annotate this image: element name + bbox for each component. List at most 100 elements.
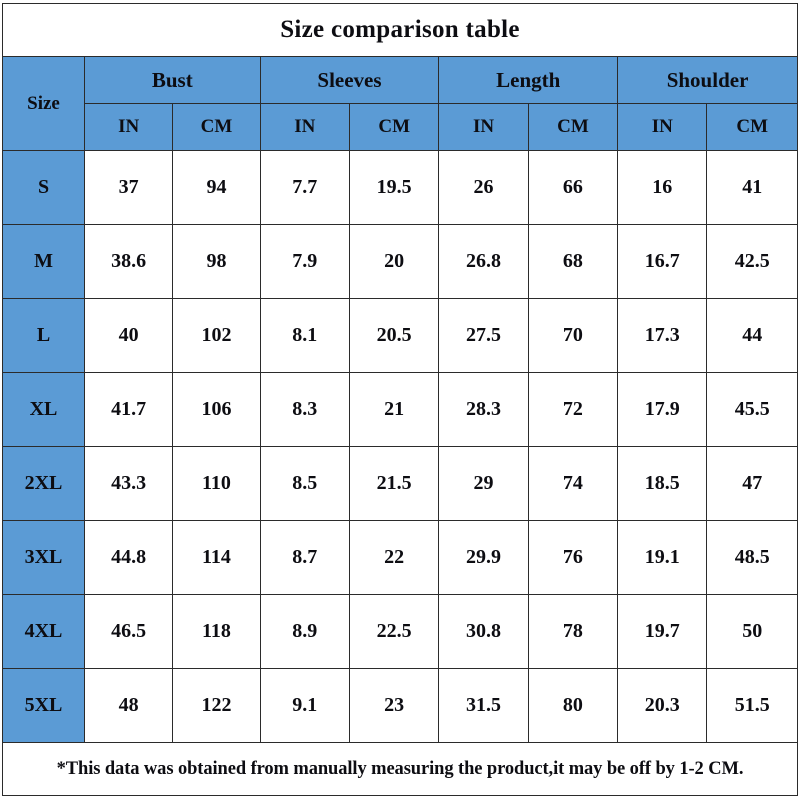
cell-bust-cm: 118 <box>172 594 261 669</box>
cell-shoulder-in: 16.7 <box>617 224 708 299</box>
cell-sleeves-in: 8.3 <box>259 372 350 447</box>
unit-header-shoulder-in: IN <box>617 103 708 151</box>
cell-shoulder-in: 20.3 <box>617 668 708 743</box>
cell-length-in: 29.9 <box>438 520 529 595</box>
cell-sleeves-cm: 19.5 <box>348 150 440 225</box>
row-size-label: 3XL <box>1 520 86 595</box>
cell-length-cm: 78 <box>527 594 619 669</box>
cell-length-in: 29 <box>438 446 529 521</box>
cell-bust-in: 46.5 <box>84 594 174 669</box>
cell-length-cm: 76 <box>527 520 619 595</box>
column-header-bust: Bust <box>84 56 261 104</box>
cell-sleeves-cm: 20 <box>348 224 440 299</box>
cell-sleeves-in: 8.1 <box>259 298 350 373</box>
cell-shoulder-in: 17.3 <box>617 298 708 373</box>
unit-header-sleeves-cm: CM <box>348 103 440 151</box>
header-unit-row: IN CM IN CM IN CM IN CM <box>3 103 798 151</box>
cell-shoulder-in: 16 <box>617 150 708 225</box>
cell-shoulder-in: 19.1 <box>617 520 708 595</box>
cell-sleeves-in: 7.9 <box>259 224 350 299</box>
unit-header-bust-cm: CM <box>172 103 261 151</box>
table-row: 3XL 44.8 114 8.7 22 29.9 76 19.1 48.5 <box>1 520 798 595</box>
cell-bust-cm: 110 <box>172 446 261 521</box>
unit-header-shoulder-cm: CM <box>706 103 798 151</box>
cell-length-in: 26.8 <box>438 224 529 299</box>
cell-sleeves-cm: 21.5 <box>348 446 440 521</box>
cell-sleeves-in: 8.5 <box>259 446 350 521</box>
cell-shoulder-cm: 45.5 <box>706 372 798 447</box>
cell-bust-in: 48 <box>84 668 174 743</box>
cell-sleeves-cm: 20.5 <box>348 298 440 373</box>
cell-sleeves-in: 8.7 <box>259 520 350 595</box>
cell-length-cm: 68 <box>527 224 619 299</box>
cell-length-in: 26 <box>438 150 529 225</box>
cell-shoulder-cm: 42.5 <box>706 224 798 299</box>
page-title: Size comparison table <box>2 3 798 57</box>
cell-length-cm: 72 <box>527 372 619 447</box>
cell-length-in: 31.5 <box>438 668 529 743</box>
cell-length-in: 28.3 <box>438 372 529 447</box>
unit-header-bust-in: IN <box>84 103 174 151</box>
cell-shoulder-in: 17.9 <box>617 372 708 447</box>
table-row: L 40 102 8.1 20.5 27.5 70 17.3 44 <box>1 298 798 373</box>
table-row: S 37 94 7.7 19.5 26 66 16 41 <box>1 150 798 225</box>
row-size-label: M <box>1 224 86 299</box>
cell-bust-in: 44.8 <box>84 520 174 595</box>
cell-length-cm: 74 <box>527 446 619 521</box>
cell-shoulder-cm: 50 <box>706 594 798 669</box>
column-header-length: Length <box>438 56 619 104</box>
cell-sleeves-in: 8.9 <box>259 594 350 669</box>
cell-shoulder-cm: 51.5 <box>706 668 798 743</box>
footnote-row: *This data was obtained from manually me… <box>2 742 798 796</box>
table-row: 2XL 43.3 110 8.5 21.5 29 74 18.5 47 <box>1 446 798 521</box>
cell-shoulder-cm: 47 <box>706 446 798 521</box>
cell-bust-cm: 102 <box>172 298 261 373</box>
row-size-label: 4XL <box>1 594 86 669</box>
row-size-label: S <box>1 150 86 225</box>
cell-shoulder-cm: 48.5 <box>706 520 798 595</box>
title-row: Size comparison table <box>2 3 798 57</box>
unit-header-sleeves-in: IN <box>259 103 350 151</box>
column-header-sleeves: Sleeves <box>259 56 440 104</box>
row-size-label: 2XL <box>1 446 86 521</box>
unit-header-length-in: IN <box>438 103 529 151</box>
cell-length-in: 30.8 <box>438 594 529 669</box>
table-row: XL 41.7 106 8.3 21 28.3 72 17.9 45.5 <box>1 372 798 447</box>
cell-shoulder-in: 19.7 <box>617 594 708 669</box>
column-header-size: Size <box>1 56 86 151</box>
cell-bust-in: 41.7 <box>84 372 174 447</box>
cell-bust-in: 37 <box>84 150 174 225</box>
cell-length-cm: 66 <box>527 150 619 225</box>
column-header-shoulder: Shoulder <box>617 56 798 104</box>
row-size-label: 5XL <box>1 668 86 743</box>
cell-sleeves-in: 9.1 <box>259 668 350 743</box>
cell-bust-cm: 98 <box>172 224 261 299</box>
table-row: M 38.6 98 7.9 20 26.8 68 16.7 42.5 <box>1 224 798 299</box>
table-row: 5XL 48 122 9.1 23 31.5 80 20.3 51.5 <box>1 668 798 743</box>
cell-sleeves-cm: 22 <box>348 520 440 595</box>
cell-shoulder-in: 18.5 <box>617 446 708 521</box>
cell-bust-cm: 94 <box>172 150 261 225</box>
size-comparison-table: Size comparison table Size Bust Sleeves … <box>1 3 798 796</box>
table-row: 4XL 46.5 118 8.9 22.5 30.8 78 19.7 50 <box>1 594 798 669</box>
cell-sleeves-cm: 23 <box>348 668 440 743</box>
cell-sleeves-cm: 21 <box>348 372 440 447</box>
cell-sleeves-in: 7.7 <box>259 150 350 225</box>
unit-header-length-cm: CM <box>527 103 619 151</box>
cell-sleeves-cm: 22.5 <box>348 594 440 669</box>
cell-length-in: 27.5 <box>438 298 529 373</box>
cell-bust-in: 43.3 <box>84 446 174 521</box>
measurement-disclaimer: *This data was obtained from manually me… <box>2 742 798 796</box>
header-group-row: Size Bust Sleeves Length Shoulder <box>1 56 798 151</box>
cell-length-cm: 70 <box>527 298 619 373</box>
cell-shoulder-cm: 41 <box>706 150 798 225</box>
cell-bust-in: 38.6 <box>84 224 174 299</box>
cell-bust-cm: 122 <box>172 668 261 743</box>
cell-bust-cm: 106 <box>172 372 261 447</box>
row-size-label: XL <box>1 372 86 447</box>
row-size-label: L <box>1 298 86 373</box>
cell-shoulder-cm: 44 <box>706 298 798 373</box>
cell-bust-cm: 114 <box>172 520 261 595</box>
cell-length-cm: 80 <box>527 668 619 743</box>
